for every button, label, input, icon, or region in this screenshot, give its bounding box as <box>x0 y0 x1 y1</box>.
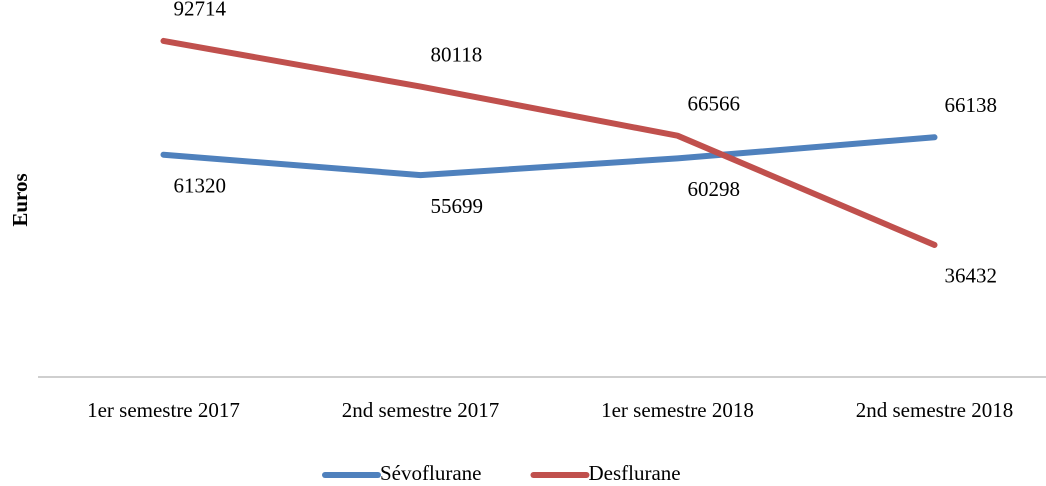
data-label: 80118 <box>431 42 483 66</box>
x-tick-label: 2nd semestre 2018 <box>856 398 1013 422</box>
legend-label: Desflurane <box>588 461 680 485</box>
data-label: 55699 <box>431 194 484 218</box>
y-axis-title: Euros <box>8 173 32 226</box>
x-tick-label: 1er semestre 2017 <box>87 398 240 422</box>
data-label: 60298 <box>688 177 741 201</box>
data-label: 61320 <box>174 174 227 198</box>
data-label: 36432 <box>945 264 998 288</box>
x-tick-label: 1er semestre 2018 <box>601 398 754 422</box>
data-label: 92714 <box>174 0 227 21</box>
data-label: 66138 <box>945 93 998 117</box>
series-line <box>160 37 938 248</box>
data-label: 66566 <box>688 92 741 116</box>
x-tick-label: 2nd semestre 2017 <box>342 398 499 422</box>
series-line <box>160 134 938 179</box>
legend-label: Sévoflurane <box>380 461 481 485</box>
